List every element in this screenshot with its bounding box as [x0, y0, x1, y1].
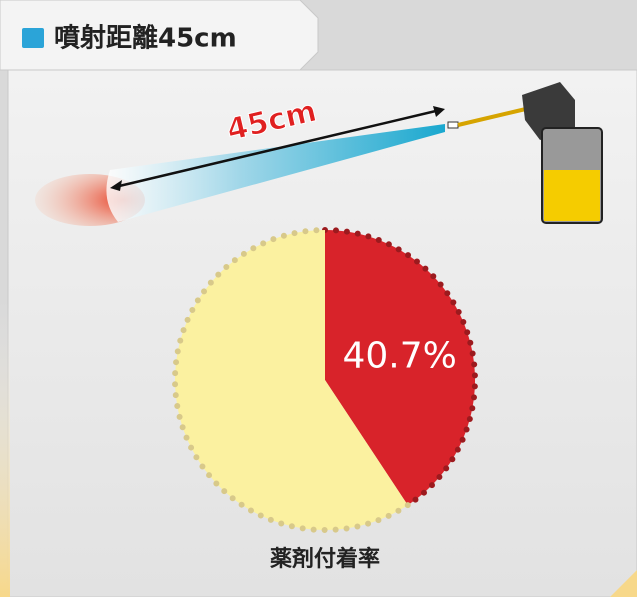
value-label: 40.7% — [343, 336, 457, 377]
panel-edge — [0, 300, 10, 597]
page: 噴射距離45cm 45cm 40.7% 薬剤付着率 — [0, 0, 637, 597]
chart: 噴射距離45cm 45cm 40.7% 薬剤付着率 — [0, 0, 637, 597]
chart-title: 噴射距離45cm — [54, 23, 237, 54]
can-label — [544, 170, 600, 221]
chart-label: 薬剤付着率 — [270, 546, 380, 572]
title-icon — [22, 28, 44, 48]
nozzle-tip — [448, 122, 458, 128]
pie: 40.7% — [175, 230, 475, 530]
